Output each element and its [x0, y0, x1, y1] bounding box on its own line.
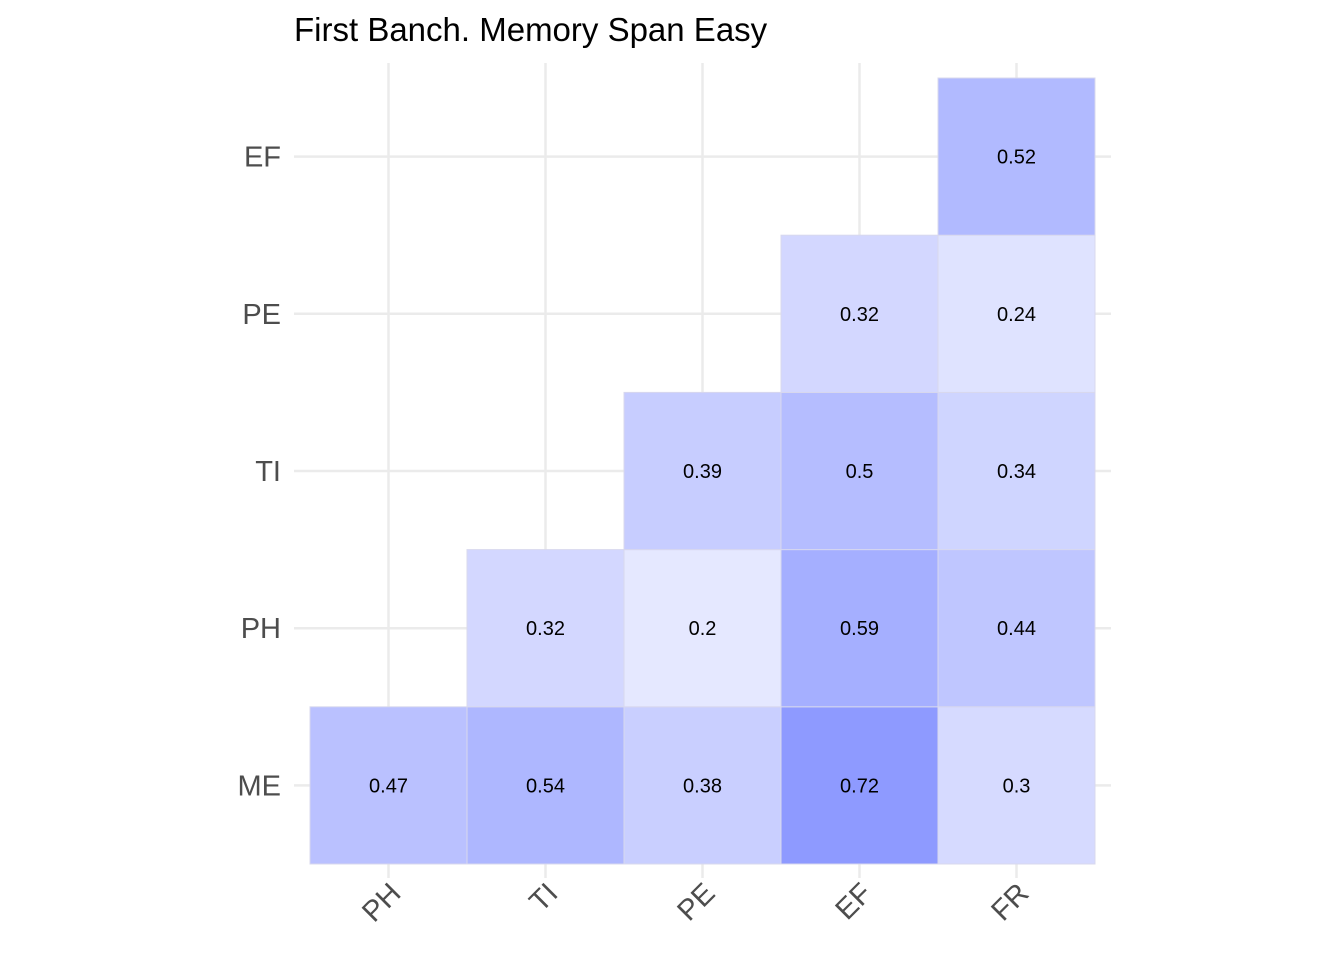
cell-label-ph-me: 0.47	[369, 775, 408, 797]
cell-label-layer: 0.47 0.54 0.38 0.72 0.3 0.32 0.2 0.59 0.44 0.39 0.…	[369, 147, 1036, 798]
heatmap-cell-ef-pe	[780, 234, 939, 393]
cell-label-ti-me: 0.54	[526, 775, 565, 797]
heatmap-cell-fr-me	[937, 706, 1096, 865]
heatmap-cell-fr-ti	[937, 391, 1096, 551]
x-tick-label-ph: PH	[356, 877, 407, 928]
cell-label-ef-pe: 0.32	[840, 304, 879, 326]
y-tick-label-me: ME	[238, 770, 282, 802]
cell-label-fr-ti: 0.34	[997, 461, 1036, 483]
heatmap-cell-pe-ph	[623, 549, 782, 708]
cell-label-fr-ef: 0.52	[997, 147, 1036, 169]
cell-label-pe-ph: 0.2	[689, 618, 717, 640]
y-tick-label-pe: PE	[242, 299, 281, 331]
y-tick-label-ef: EF	[244, 142, 281, 174]
heatmap-cell-fr-ef	[937, 77, 1096, 236]
heatmap-cell-ti-ph	[466, 549, 625, 708]
cell-label-ef-ph: 0.59	[840, 618, 879, 640]
x-tick-label-ti: TI	[524, 877, 565, 918]
heatmap-cell-pe-ti	[623, 391, 782, 551]
heatmap-cell-ph-me	[309, 706, 468, 865]
cell-label-ti-ph: 0.32	[526, 618, 565, 640]
cell-label-ef-ti: 0.5	[846, 461, 874, 483]
cell-label-pe-ti: 0.39	[683, 461, 722, 483]
heatmap-cell-pe-me	[623, 706, 782, 865]
heatmap-cell-ef-me	[780, 706, 939, 865]
heatmap-cell-ef-ti	[780, 391, 939, 551]
heatmap-cell-fr-ph	[937, 549, 1096, 708]
x-tick-label-ef: EF	[830, 877, 879, 926]
y-tick-label-ph: PH	[241, 613, 281, 645]
heatmap-cell-ef-ph	[780, 549, 939, 708]
cell-label-fr-me: 0.3	[1003, 775, 1031, 797]
cell-label-fr-pe: 0.24	[997, 304, 1036, 326]
x-tick-label-pe: PE	[671, 877, 721, 927]
cell-label-pe-me: 0.38	[683, 775, 722, 797]
cell-label-fr-ph: 0.44	[997, 618, 1036, 640]
x-tick-label-fr: FR	[985, 877, 1035, 927]
heatmap-cell-ti-me	[466, 706, 625, 865]
cell-layer	[309, 77, 1096, 865]
chart-title: First Banch. Memory Span Easy	[294, 11, 768, 48]
y-tick-label-ti: TI	[255, 456, 281, 488]
cell-label-ef-me: 0.72	[840, 775, 879, 797]
